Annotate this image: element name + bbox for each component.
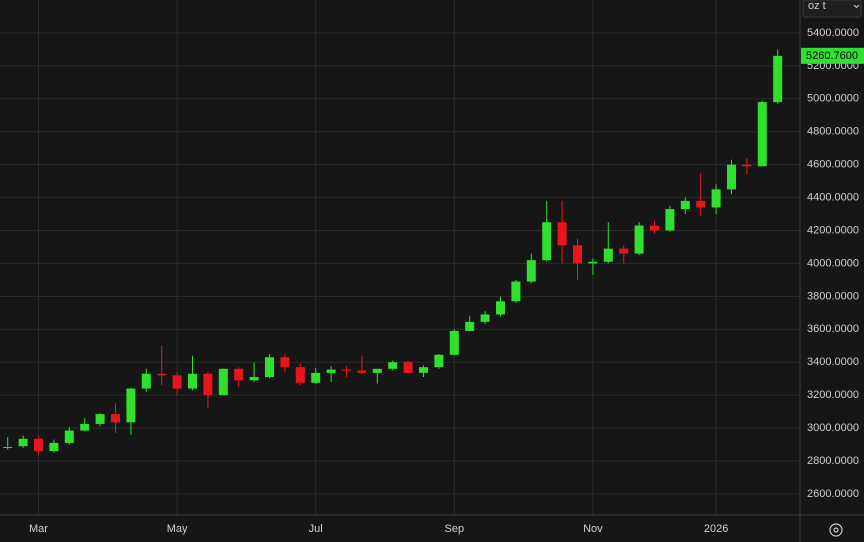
candle-body bbox=[18, 438, 28, 447]
candle-body bbox=[557, 222, 567, 246]
candle-body bbox=[95, 414, 105, 424]
candle-body bbox=[434, 354, 444, 368]
candle-body bbox=[388, 362, 398, 369]
x-tick-label: Sep bbox=[445, 523, 465, 535]
candle-body bbox=[172, 375, 182, 389]
candle-body bbox=[542, 222, 552, 261]
settings-button[interactable] bbox=[829, 523, 843, 537]
candles bbox=[3, 49, 783, 456]
candle-body bbox=[696, 200, 706, 208]
y-tick-label: 2600.0000 bbox=[807, 488, 859, 500]
candle-body bbox=[188, 373, 197, 389]
settings-icon[interactable] bbox=[833, 527, 839, 533]
candle-body bbox=[773, 55, 783, 103]
last-price-label: 5260.7600 bbox=[806, 50, 858, 62]
candle-body bbox=[157, 373, 167, 376]
y-tick-label: 5400.0000 bbox=[807, 27, 859, 39]
y-tick-label: 4200.0000 bbox=[807, 224, 859, 236]
y-tick-label: 4800.0000 bbox=[807, 126, 859, 138]
candle-body bbox=[526, 260, 536, 282]
settings-icon[interactable] bbox=[829, 523, 843, 537]
x-tick-label: Mar bbox=[29, 523, 48, 535]
candle-body bbox=[295, 367, 305, 383]
x-tick-label: Nov bbox=[583, 523, 603, 535]
candle-body bbox=[665, 209, 675, 231]
candle-body bbox=[603, 248, 613, 262]
candle-body bbox=[203, 373, 213, 396]
axes: 2600.0000 2800.0000 3000.0000 3200.0000 3400… bbox=[29, 27, 864, 535]
y-tick-label: 4400.0000 bbox=[807, 191, 859, 203]
candle-body bbox=[80, 423, 90, 431]
unit-selector[interactable] bbox=[802, 0, 862, 18]
y-tick-label: 4600.0000 bbox=[807, 159, 859, 171]
x-tick-label: Jul bbox=[309, 523, 323, 535]
candle-body bbox=[496, 301, 505, 315]
grid bbox=[0, 0, 800, 515]
y-tick-label: 5000.0000 bbox=[807, 93, 859, 105]
y-tick-label: 3000.0000 bbox=[807, 422, 859, 434]
dropdown-arrow[interactable] bbox=[853, 4, 860, 9]
candle-body bbox=[326, 369, 336, 373]
candle-body bbox=[3, 447, 13, 449]
x-tick-label: 2026 bbox=[704, 523, 728, 535]
candle-body bbox=[357, 370, 367, 373]
candle-body bbox=[141, 373, 151, 389]
candle-body bbox=[249, 377, 259, 381]
candle-body bbox=[711, 189, 721, 208]
candle-body bbox=[403, 362, 413, 373]
y-tick-label: 3400.0000 bbox=[807, 356, 859, 368]
candle-body bbox=[280, 357, 290, 368]
candle-body bbox=[311, 372, 321, 383]
candle-body bbox=[372, 368, 382, 373]
candle-body bbox=[126, 388, 136, 423]
candle-body bbox=[34, 438, 43, 452]
y-tick-label: 4000.0000 bbox=[807, 257, 859, 269]
candle-body bbox=[64, 430, 74, 443]
candle-body bbox=[111, 414, 120, 423]
last-price-tag bbox=[801, 47, 864, 64]
candle-body bbox=[757, 102, 767, 167]
candle-body bbox=[49, 442, 59, 452]
unit-label[interactable]: oz t bbox=[808, 0, 826, 12]
candle-body bbox=[727, 164, 736, 190]
candle-body bbox=[573, 245, 582, 264]
candle-body bbox=[480, 314, 490, 322]
candle-body bbox=[218, 368, 228, 396]
y-tick-label: 3600.0000 bbox=[807, 323, 859, 335]
y-tick-label: 3800.0000 bbox=[807, 290, 859, 302]
candle-body bbox=[742, 164, 752, 167]
candle-body bbox=[465, 321, 475, 331]
candle-body bbox=[342, 369, 351, 371]
candle-body bbox=[680, 200, 690, 210]
candle-body bbox=[234, 368, 244, 381]
candle-body bbox=[634, 225, 644, 254]
y-tick-label: 3200.0000 bbox=[807, 389, 859, 401]
y-tick-label: 2800.0000 bbox=[807, 455, 859, 467]
candle-body bbox=[619, 248, 629, 254]
candle-body bbox=[419, 367, 428, 373]
candle-body bbox=[588, 261, 598, 264]
candle-body bbox=[650, 225, 659, 231]
x-tick-label: May bbox=[167, 523, 188, 535]
candle-body bbox=[265, 357, 274, 378]
candle-body bbox=[449, 330, 459, 355]
candle-body bbox=[511, 281, 521, 302]
